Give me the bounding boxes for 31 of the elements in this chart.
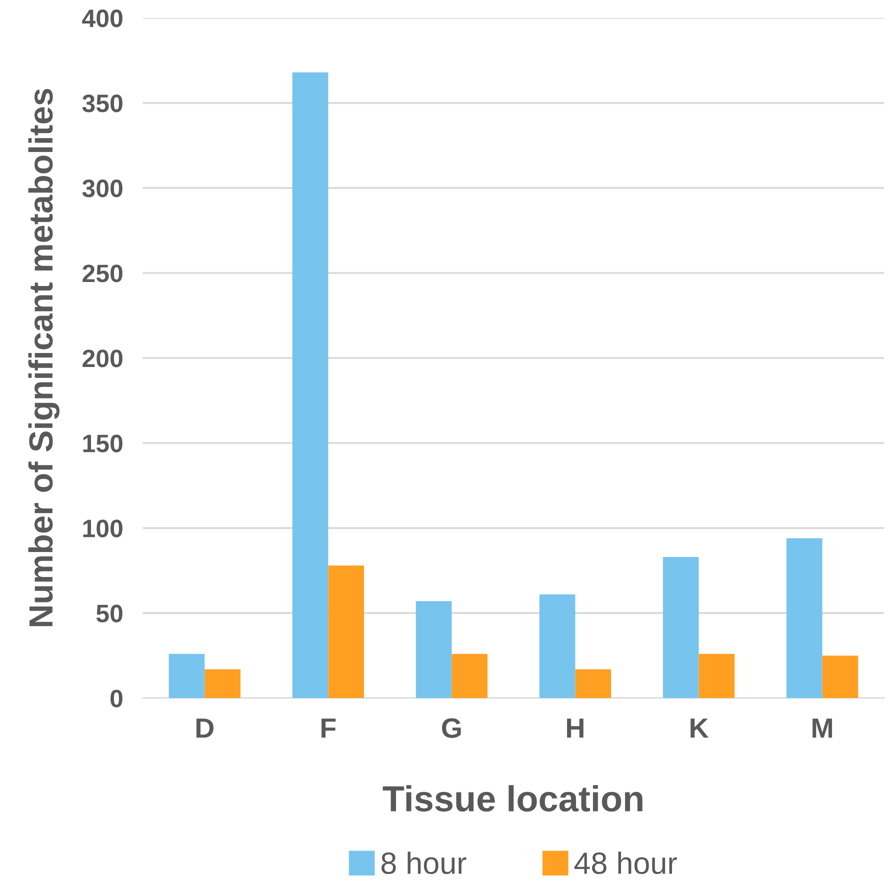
bar (416, 601, 452, 698)
x-tick-label: K (690, 718, 709, 738)
x-tick-label: G (442, 718, 461, 738)
bar (204, 669, 240, 698)
y-tick-label: 250 (82, 264, 122, 282)
y-axis-title: Number of Significant metabolites (28, 88, 60, 626)
legend-label: 8 hour (381, 852, 466, 874)
y-tick-label: 100 (83, 520, 122, 538)
bar (575, 669, 612, 698)
x-axis-title: Tissue location (382, 785, 642, 812)
bar (292, 72, 328, 698)
y-tick-label: 300 (82, 180, 122, 198)
y-tick-label: 50 (96, 604, 122, 622)
legend-label: 48 hour (574, 852, 677, 874)
bar (662, 556, 699, 698)
x-tick-label: F (322, 718, 336, 738)
x-tick-label: H (567, 718, 584, 738)
x-tick-label: D (196, 718, 214, 738)
y-tick-label: 200 (82, 350, 122, 368)
bar (328, 565, 364, 698)
bar (822, 656, 858, 698)
y-tick-label: 0 (110, 690, 122, 708)
bar (698, 654, 735, 698)
bar (786, 538, 822, 698)
y-tick-label: 400 (82, 10, 122, 28)
bar (452, 654, 488, 698)
bar (539, 594, 576, 698)
bar (168, 654, 205, 698)
y-tick-label: 150 (83, 434, 122, 452)
x-tick-label: M (812, 718, 832, 738)
y-tick-label: 350 (82, 94, 122, 112)
